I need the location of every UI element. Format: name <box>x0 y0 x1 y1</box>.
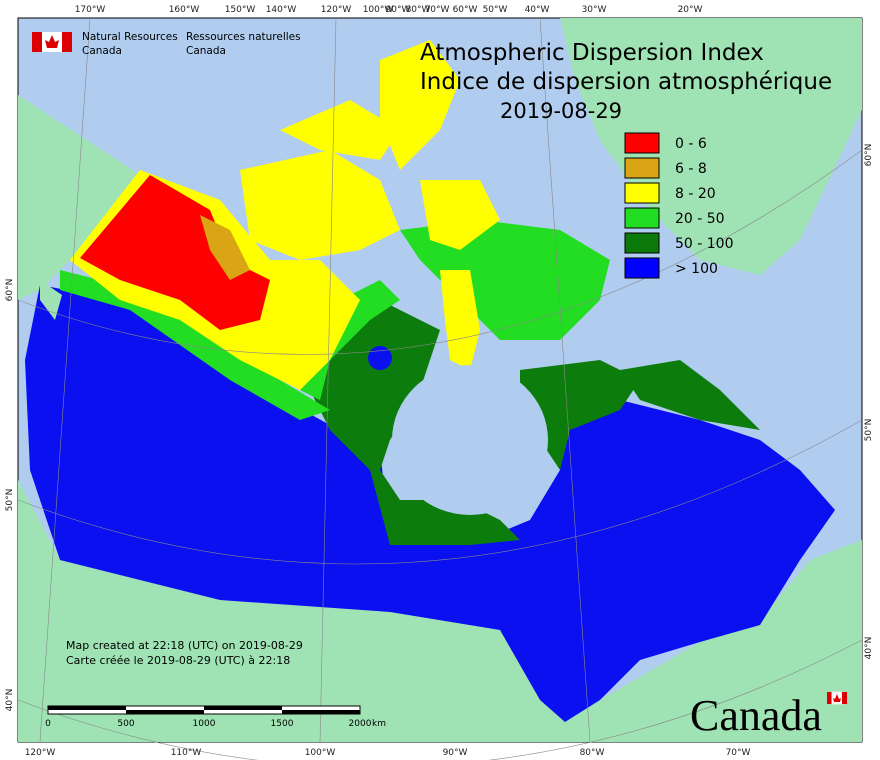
island-yellow-4 <box>420 180 500 250</box>
lon-label-bottom: 70°W <box>726 748 751 758</box>
scale-label: 500 <box>117 719 134 729</box>
graticule <box>17 17 863 760</box>
meridian <box>319 17 337 743</box>
lon-label-bottom: 100°W <box>305 748 336 758</box>
lon-label-bottom: 120°W <box>25 748 56 758</box>
title-en: Atmospheric Dispersion Index <box>420 40 764 66</box>
zone-green-band <box>60 270 330 420</box>
wordmark-leaf <box>833 694 841 702</box>
lon-label-top: 120°W <box>321 5 352 15</box>
alaska-panhandle <box>40 280 62 320</box>
title-fr: Indice de dispersion atmosphérique <box>420 69 832 95</box>
parallel <box>17 149 863 355</box>
zone-dark-green-east <box>520 360 640 470</box>
lon-label-top: 70°W <box>425 5 450 15</box>
lon-label-top: 170°W <box>75 5 106 15</box>
scale-bar <box>47 705 361 715</box>
hudson-bay <box>392 365 548 515</box>
meridian <box>539 17 591 743</box>
legend-label: 0 - 6 <box>675 136 707 152</box>
scale-seg <box>126 710 204 714</box>
canada-blue <box>25 285 835 722</box>
island-yellow-1 <box>240 150 400 260</box>
lon-label-top: 90°W <box>386 5 411 15</box>
lon-label-top: 60°W <box>453 5 478 15</box>
zone-orange <box>200 215 250 280</box>
legend-label: > 100 <box>675 261 718 277</box>
island-yellow-3 <box>380 40 460 170</box>
greenland <box>560 18 862 275</box>
parallel <box>17 419 863 565</box>
island-yellow-2 <box>280 100 400 160</box>
scale-label: 1000 <box>193 719 216 729</box>
legend-swatch <box>624 132 660 154</box>
lon-label-top: 100°W <box>363 5 394 15</box>
scale-label: 2000 <box>349 719 372 729</box>
legend-label: 20 - 50 <box>675 211 725 227</box>
agency-fr-country: Canada <box>186 45 226 57</box>
flag-leaf <box>45 35 59 48</box>
agency-en: Natural Resources <box>82 31 178 43</box>
lon-label-bottom: 80°W <box>580 748 605 758</box>
lon-label-top: 50°W <box>483 5 508 15</box>
lon-label-top: 20°W <box>678 5 703 15</box>
scale-unit: km <box>372 719 386 729</box>
lat-label-left: 40°N <box>5 689 15 712</box>
title-date: 2019-08-29 <box>500 99 622 123</box>
meridian <box>39 17 91 743</box>
flag-bar <box>62 32 72 52</box>
scale-seg <box>204 706 282 710</box>
legend-swatch <box>624 257 660 279</box>
wordmark-flag <box>842 692 847 704</box>
legend-swatch <box>624 157 660 179</box>
scale-seg <box>282 710 360 714</box>
lat-label-left: 60°N <box>5 279 15 302</box>
zone-dark-green <box>300 300 520 545</box>
scale-seg <box>48 706 126 710</box>
spot-blue <box>368 346 392 370</box>
scale-label: 1500 <box>271 719 294 729</box>
lon-label-top: 150°W <box>225 5 256 15</box>
lon-label-top: 160°W <box>169 5 200 15</box>
agency-logo <box>32 32 72 52</box>
wordmark-flag <box>827 692 832 704</box>
land <box>18 18 862 742</box>
legend-swatch <box>624 207 660 229</box>
alaska <box>18 95 140 300</box>
legend-label: 6 - 8 <box>675 161 707 177</box>
legend-swatch <box>624 232 660 254</box>
wordmark-text: Canada <box>690 691 822 740</box>
lon-label-top: 40°W <box>525 5 550 15</box>
parallel <box>17 639 863 760</box>
canada-wordmark <box>827 691 847 705</box>
lat-label-left: 50°N <box>5 489 15 512</box>
zone-dark-green-labrador <box>620 360 760 430</box>
zone-green-north <box>400 220 610 340</box>
island-yellow-5 <box>440 270 480 370</box>
lat-label-right: 40°N <box>864 637 874 660</box>
agency-en-country: Canada <box>82 45 122 57</box>
legend-label: 8 - 20 <box>675 186 716 202</box>
note-en: Map created at 22:18 (UTC) on 2019-08-29 <box>66 639 303 652</box>
flag-bar <box>32 32 42 52</box>
lat-label-right: 50°N <box>864 419 874 442</box>
lat-label-right: 60°N <box>864 144 874 167</box>
lon-label-top: 140°W <box>266 5 297 15</box>
scale-label: 0 <box>45 719 51 729</box>
legend-label: 50 - 100 <box>675 236 734 252</box>
agency-fr: Ressources naturelles <box>186 31 301 43</box>
zone-red <box>80 175 270 330</box>
usa <box>18 480 862 742</box>
lon-label-top: 30°W <box>582 5 607 15</box>
legend-swatch <box>624 182 660 204</box>
lon-label-bottom: 110°W <box>171 748 202 758</box>
note-fr: Carte créée le 2019-08-29 (UTC) à 22:18 <box>66 654 290 667</box>
lon-label-bottom: 90°W <box>443 748 468 758</box>
lon-label-top: 80°W <box>406 5 431 15</box>
